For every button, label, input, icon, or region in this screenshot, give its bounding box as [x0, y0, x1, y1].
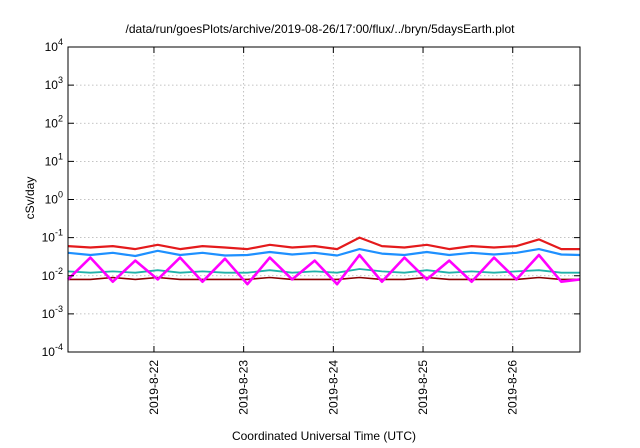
y-tick-label: 104: [45, 37, 63, 54]
y-tick-label: 100: [45, 190, 63, 207]
axes: 10-4 10-3 10-2 10-1 100 101 102 103 104 2019-8-22…: [42, 37, 580, 415]
series-line: [68, 276, 580, 281]
y-axis-label: cSv/day: [23, 177, 37, 220]
series-line: [67, 236, 580, 251]
series-group: [67, 236, 581, 286]
y-tick-label: 10-4: [42, 342, 63, 359]
grid: [68, 47, 580, 352]
x-tick-label: 2019-8-22: [147, 360, 161, 415]
chart-title: /data/run/goesPlots/archive/2019-08-26/1…: [126, 22, 516, 36]
x-tick-label: 2019-8-26: [506, 360, 520, 415]
y-tick-label: 103: [45, 75, 63, 92]
x-axis-label: Coordinated Universal Time (UTC): [232, 429, 416, 443]
series-line: [67, 253, 581, 286]
y-tick-label: 10-2: [42, 266, 63, 283]
series-line: [67, 248, 581, 258]
x-tick-label: 2019-8-25: [416, 360, 430, 415]
x-tick-label: 2019-8-24: [326, 360, 340, 415]
y-tick-label: 10-1: [42, 228, 63, 245]
y-tick-label: 10-3: [42, 304, 63, 321]
x-tick-label: 2019-8-23: [237, 360, 251, 415]
y-tick-label: 101: [45, 151, 63, 168]
y-tick-label: 102: [45, 113, 63, 130]
